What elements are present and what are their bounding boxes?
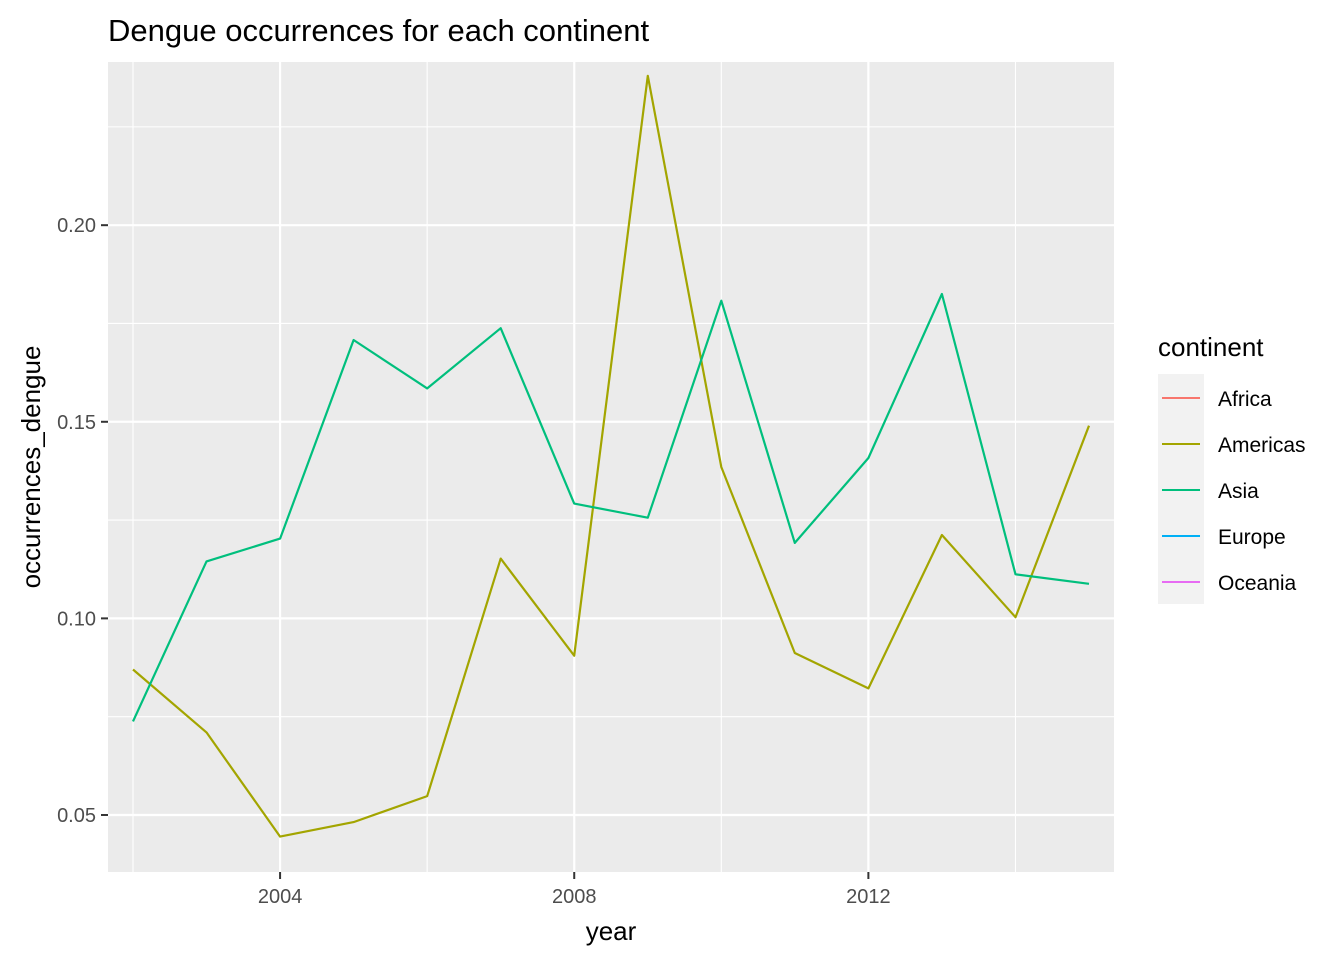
x-tick-label: 2004 (258, 886, 303, 908)
legend-label-oceania: Oceania (1218, 572, 1297, 595)
minor-gridlines (108, 62, 1114, 872)
legend-label-europe: Europe (1218, 526, 1286, 549)
y-tick-label: 0.05 (57, 805, 96, 827)
x-tick-label: 2008 (552, 886, 597, 908)
x-axis-title: year (586, 916, 637, 946)
series-layer (132, 74, 1091, 838)
y-axis: 0.05 0.10 0.15 0.20 (57, 215, 108, 827)
legend: continent Africa Americas Asia Europe Oceani… (1158, 332, 1306, 604)
major-gridlines (108, 62, 1114, 872)
legend-label-asia: Asia (1218, 480, 1259, 503)
legend-items: Africa Americas Asia Europe Oceania (1162, 388, 1306, 595)
legend-label-africa: Africa (1218, 388, 1272, 411)
x-axis: 2004 2008 2012 (258, 872, 891, 908)
series-line-americas (132, 74, 1091, 838)
y-tick-label: 0.20 (57, 215, 96, 237)
y-tick-label: 0.10 (57, 608, 96, 630)
x-tick-label: 2012 (846, 886, 891, 908)
legend-title: continent (1158, 332, 1264, 362)
legend-label-americas: Americas (1218, 434, 1306, 457)
y-tick-label: 0.15 (57, 412, 96, 434)
chart-title: Dengue occurrences for each continent (108, 13, 649, 48)
plot-panel (108, 62, 1114, 872)
y-axis-title: occurrences_dengue (16, 346, 46, 589)
series-line-asia (132, 292, 1090, 722)
